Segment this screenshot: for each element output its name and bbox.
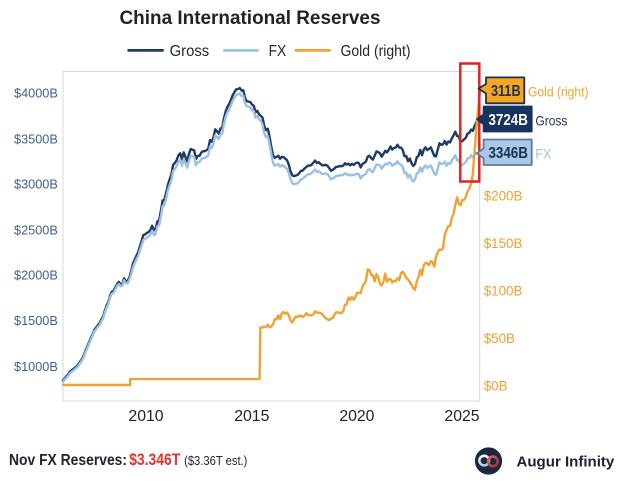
svg-text:$3.346T: $3.346T (129, 451, 180, 469)
svg-text:$2500B: $2500B (14, 223, 58, 237)
svg-text:311B: 311B (491, 83, 521, 100)
svg-text:$1000B: $1000B (14, 360, 58, 374)
svg-text:$3500B: $3500B (14, 133, 58, 147)
svg-text:$200B: $200B (484, 189, 523, 204)
svg-text:2025: 2025 (444, 408, 479, 425)
svg-text:Gold (right): Gold (right) (341, 43, 411, 60)
svg-text:2015: 2015 (234, 408, 269, 425)
svg-text:FX: FX (269, 43, 287, 60)
svg-text:3346B: 3346B (488, 145, 528, 162)
svg-text:FX: FX (535, 145, 552, 161)
svg-text:$2000B: $2000B (14, 269, 58, 283)
svg-text:Gross: Gross (170, 43, 210, 60)
svg-text:$3000B: $3000B (14, 177, 58, 191)
svg-text:$50B: $50B (484, 331, 515, 346)
svg-text:$100B: $100B (484, 284, 523, 299)
svg-text:$4000B: $4000B (14, 87, 58, 101)
svg-text:Gold (right): Gold (right) (528, 85, 589, 100)
svg-text:$0B: $0B (484, 378, 508, 393)
svg-text:2020: 2020 (339, 408, 374, 425)
svg-text:Augur Infinity: Augur Infinity (517, 454, 615, 471)
svg-text:2010: 2010 (128, 408, 163, 425)
svg-text:3724B: 3724B (488, 112, 528, 129)
svg-text:Nov FX Reserves:: Nov FX Reserves: (9, 452, 127, 469)
svg-text:Gross: Gross (535, 113, 567, 129)
svg-text:$150B: $150B (484, 236, 523, 251)
svg-text:China International Reserves: China International Reserves (120, 8, 381, 29)
svg-text:$1500B: $1500B (14, 314, 58, 328)
svg-text:($3.36T est.): ($3.36T est.) (184, 453, 247, 468)
